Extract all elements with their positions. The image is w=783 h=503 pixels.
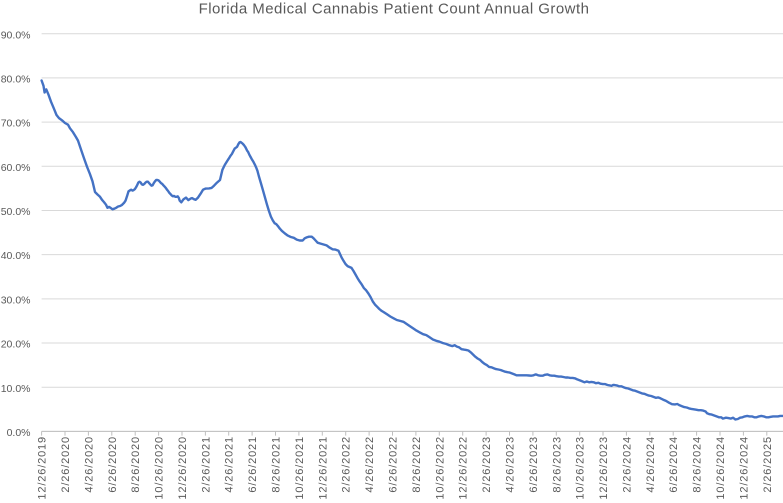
svg-text:10/26/2022: 10/26/2022 [434,436,446,500]
svg-text:2/26/2023: 2/26/2023 [481,436,493,493]
svg-text:4/26/2021: 4/26/2021 [224,436,236,493]
svg-text:6/26/2023: 6/26/2023 [528,436,540,493]
svg-text:8/26/2022: 8/26/2022 [411,436,423,493]
svg-text:10/26/2023: 10/26/2023 [575,436,587,500]
svg-text:12/26/2024: 12/26/2024 [738,436,750,500]
svg-text:4/26/2024: 4/26/2024 [645,436,657,493]
svg-text:6/26/2021: 6/26/2021 [247,436,259,493]
svg-text:50.0%: 50.0% [1,206,31,218]
svg-text:80.0%: 80.0% [1,73,31,85]
svg-text:12/26/2023: 12/26/2023 [598,436,610,500]
svg-text:12/26/2021: 12/26/2021 [317,436,329,500]
svg-text:4/26/2023: 4/26/2023 [505,436,517,493]
svg-text:70.0%: 70.0% [1,118,31,130]
svg-text:90.0%: 90.0% [1,29,31,41]
svg-text:20.0%: 20.0% [1,339,31,351]
svg-text:2/26/2025: 2/26/2025 [762,436,774,493]
svg-text:2/26/2024: 2/26/2024 [621,436,633,493]
svg-text:8/26/2023: 8/26/2023 [551,436,563,493]
svg-text:Florida Medical Cannabis Patie: Florida Medical Cannabis Patient Count A… [199,1,590,18]
svg-text:10/26/2024: 10/26/2024 [715,436,727,500]
svg-text:12/26/2020: 12/26/2020 [177,436,189,500]
svg-text:4/26/2022: 4/26/2022 [364,436,376,493]
svg-text:2/26/2022: 2/26/2022 [341,436,353,493]
svg-text:2/26/2021: 2/26/2021 [200,436,212,493]
svg-text:60.0%: 60.0% [1,162,31,174]
svg-text:4/26/2020: 4/26/2020 [83,436,95,493]
svg-text:10/26/2021: 10/26/2021 [294,436,306,500]
svg-text:8/26/2024: 8/26/2024 [692,436,704,493]
svg-text:8/26/2020: 8/26/2020 [130,436,142,493]
svg-text:8/26/2021: 8/26/2021 [271,436,283,493]
svg-text:10.0%: 10.0% [1,383,31,395]
svg-text:0.0%: 0.0% [7,427,31,439]
svg-text:10/26/2020: 10/26/2020 [154,436,166,500]
svg-text:6/26/2022: 6/26/2022 [388,436,400,493]
svg-text:6/26/2024: 6/26/2024 [668,436,680,493]
svg-text:30.0%: 30.0% [1,294,31,306]
svg-text:2/26/2020: 2/26/2020 [60,436,72,493]
svg-text:6/26/2020: 6/26/2020 [107,436,119,493]
svg-text:12/26/2022: 12/26/2022 [458,436,470,500]
svg-text:12/26/2019: 12/26/2019 [37,436,49,500]
svg-text:40.0%: 40.0% [1,250,31,262]
